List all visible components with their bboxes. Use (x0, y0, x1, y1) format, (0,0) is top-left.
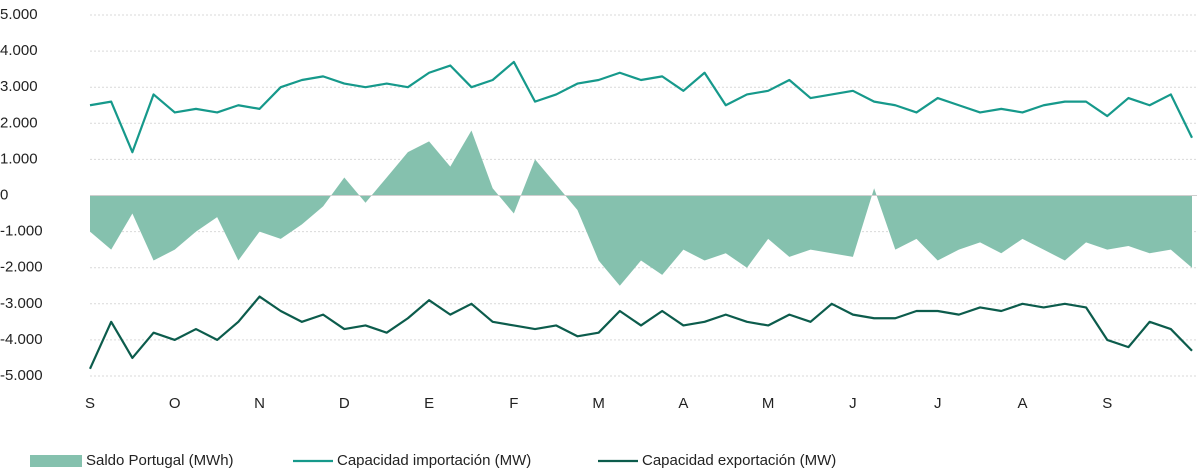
x-tick-label: A (1017, 395, 1027, 412)
y-tick-label: 3.000 (0, 78, 38, 95)
y-tick-label: -2.000 (0, 259, 43, 276)
y-tick-label: 5.000 (0, 6, 38, 23)
y-tick-label: -5.000 (0, 367, 43, 384)
x-tick-label: N (254, 395, 265, 412)
legend-label: Capacidad importación (MW) (337, 452, 531, 469)
x-tick-label: O (169, 395, 181, 412)
legend-label: Saldo Portugal (MWh) (86, 452, 234, 469)
x-tick-label: E (424, 395, 434, 412)
x-tick-label: S (85, 395, 95, 412)
legend-label: Capacidad exportación (MW) (642, 452, 836, 469)
y-tick-label: 2.000 (0, 114, 38, 131)
y-tick-label: -1.000 (0, 223, 43, 240)
x-tick-label: D (339, 395, 350, 412)
x-tick-label: M (762, 395, 775, 412)
line (89, 60, 1193, 154)
x-tick-label: F (509, 395, 518, 412)
x-tick-label: S (1102, 395, 1112, 412)
y-tick-label: 1.000 (0, 150, 38, 167)
y-tick-label: -3.000 (0, 295, 43, 312)
x-tick-label: A (678, 395, 688, 412)
legend-swatch (30, 455, 82, 467)
y-tick-label: 4.000 (0, 42, 38, 59)
y-tick-label: 0 (0, 186, 8, 203)
x-tick-label: J (849, 395, 857, 412)
area (90, 130, 1192, 286)
line (88, 295, 1193, 370)
y-tick-label: -4.000 (0, 331, 43, 348)
x-tick-label: M (592, 395, 605, 412)
x-tick-label: J (934, 395, 942, 412)
